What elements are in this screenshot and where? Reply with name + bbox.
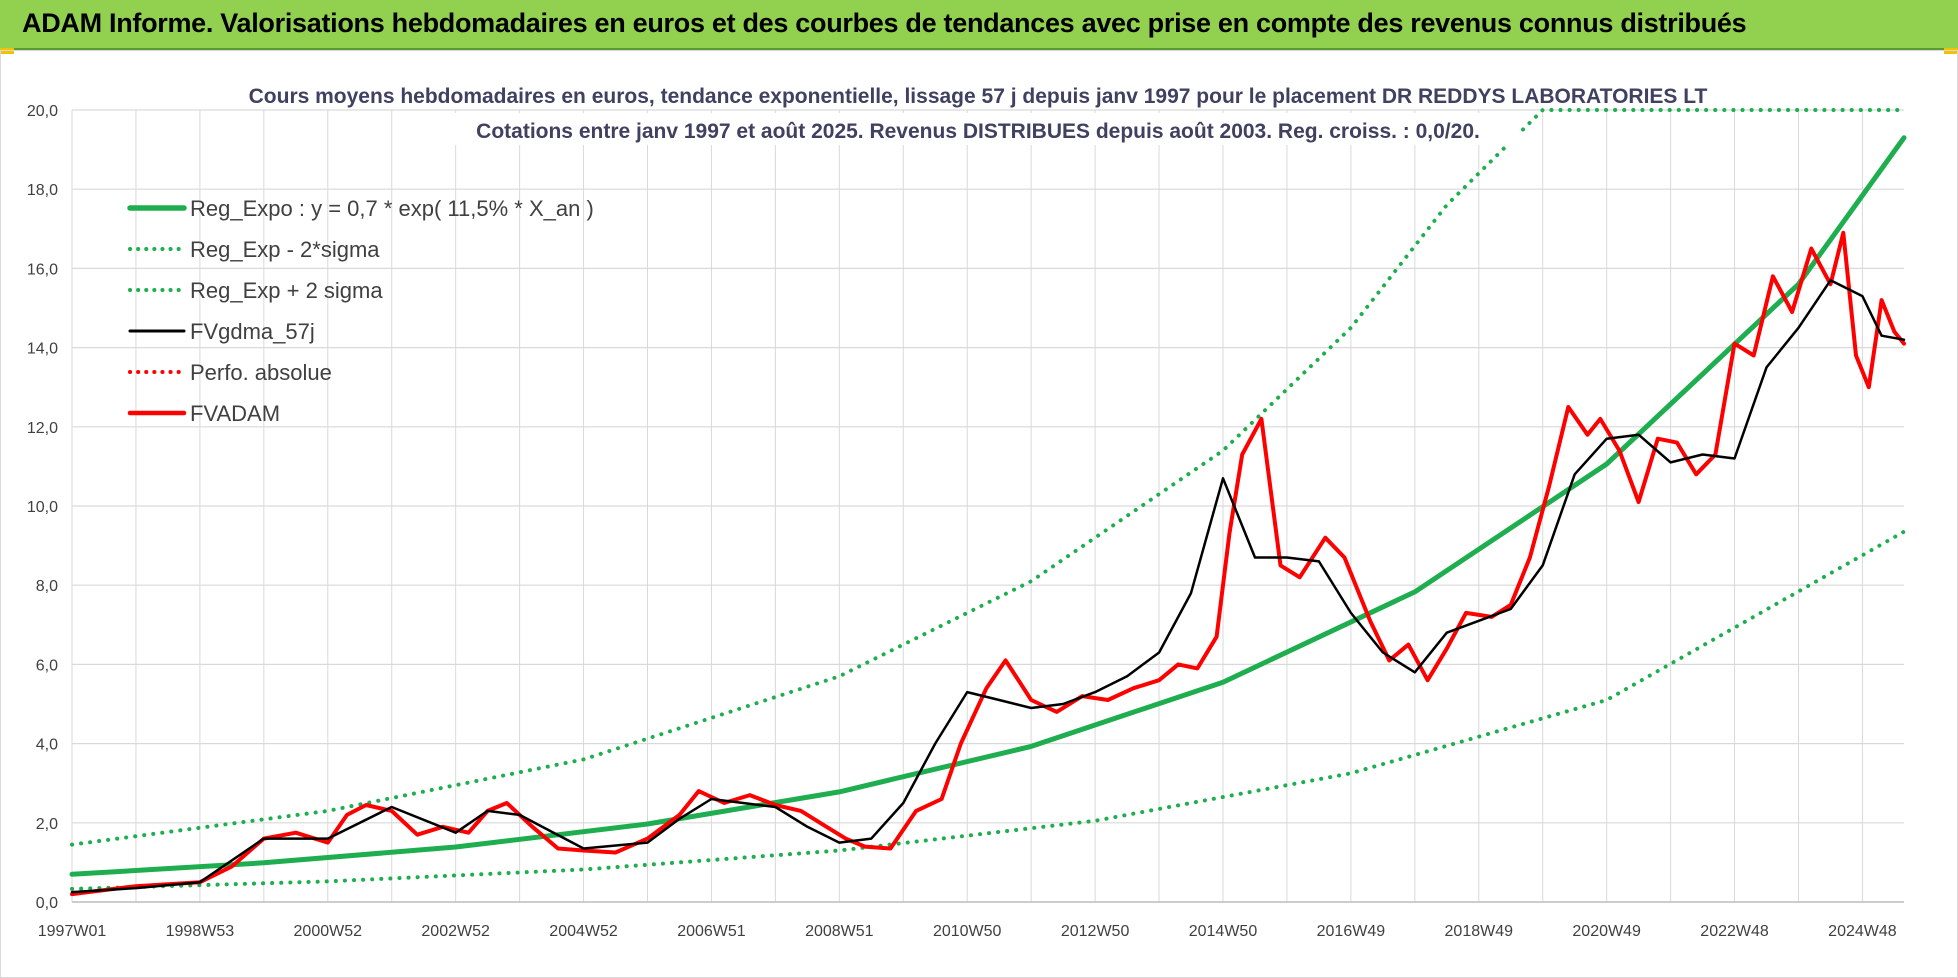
legend-label: Reg_Expo : y = 0,7 * exp( 11,5% * X_an ) <box>190 196 594 221</box>
corner-mark-right <box>1944 48 1958 54</box>
series-line-1 <box>70 529 1906 891</box>
legend-label: Reg_Exp + 2 sigma <box>190 278 383 303</box>
x-tick-label: 2022W48 <box>1700 923 1769 940</box>
subtitle-background <box>440 113 1520 145</box>
series-line-2 <box>70 108 1906 847</box>
corner-mark-left <box>0 48 14 54</box>
x-axis: 1997W01 1998W53 2000W52 2002W52 2004W52 2006W… <box>38 901 1904 940</box>
y-tick-label: 14,0 <box>27 341 58 358</box>
x-tick-label: 2020W49 <box>1572 923 1641 940</box>
y-tick-label: 4,0 <box>36 737 58 754</box>
grid-lines <box>71 109 1904 903</box>
chart-title-block: Cours moyens hebdomadaires en euros, ten… <box>228 78 1728 145</box>
series-line-3 <box>70 279 1906 894</box>
x-tick-label: 2016W49 <box>1317 923 1386 940</box>
title-background <box>228 78 1728 108</box>
y-tick-label: 12,0 <box>27 420 58 437</box>
series-lines <box>69 108 1907 897</box>
y-tick-label: 20,0 <box>27 103 58 120</box>
y-tick-label: 10,0 <box>27 499 58 516</box>
x-tick-label: 2024W48 <box>1828 923 1897 940</box>
y-tick-label: 8,0 <box>36 578 58 595</box>
chart-subtitle: Cotations entre janv 1997 et août 2025. … <box>476 120 1480 143</box>
y-tick-label: 0,0 <box>36 895 58 912</box>
y-tick-label: 2,0 <box>36 816 58 833</box>
legend: Reg_Expo : y = 0,7 * exp( 11,5% * X_an )… <box>127 196 594 426</box>
x-tick-label: 2018W49 <box>1445 923 1514 940</box>
legend-label: Reg_Exp - 2*sigma <box>190 237 380 262</box>
legend-label: FVADAM <box>190 401 280 426</box>
legend-label: FVgdma_57j <box>190 319 315 344</box>
x-tick-label: 2000W52 <box>294 923 363 940</box>
x-tick-label: 2010W50 <box>933 923 1002 940</box>
y-tick-label: 16,0 <box>27 261 58 278</box>
legend-label: Perfo. absolue <box>190 360 332 385</box>
report-banner: ADAM Informe. Valorisations hebdomadaire… <box>0 0 1958 50</box>
x-tick-label: 2012W50 <box>1061 923 1130 940</box>
x-tick-label: 2006W51 <box>677 923 746 940</box>
x-tick-label: 2014W50 <box>1189 923 1258 940</box>
series-line-0 <box>69 135 1907 877</box>
x-tick-label: 1997W01 <box>38 923 107 940</box>
y-tick-label: 6,0 <box>36 657 58 674</box>
banner-title: ADAM Informe. Valorisations hebdomadaire… <box>22 8 1747 38</box>
x-tick-label: 2004W52 <box>549 923 618 940</box>
x-tick-label: 1998W53 <box>166 923 235 940</box>
x-tick-label: 2002W52 <box>421 923 490 940</box>
chart-title: Cours moyens hebdomadaires en euros, ten… <box>249 85 1708 108</box>
x-tick-label: 2008W51 <box>805 923 874 940</box>
series-line-5 <box>70 230 1906 897</box>
y-tick-label: 18,0 <box>27 182 58 199</box>
y-axis: 0,0 2,0 4,0 6,0 8,0 10,0 12,0 14,0 16,0 18,0 20,0 <box>27 103 58 912</box>
